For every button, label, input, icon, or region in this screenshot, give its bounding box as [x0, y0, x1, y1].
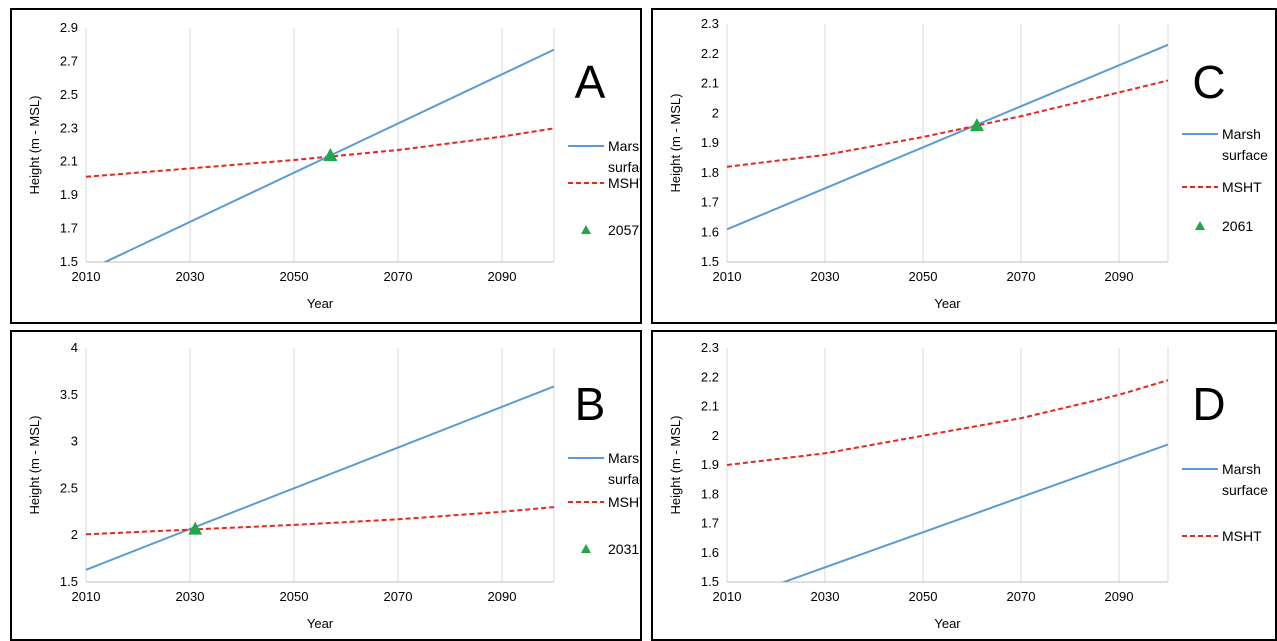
- legend-label-marker: 2061: [1222, 218, 1253, 234]
- y-tick-label: 1.8: [701, 486, 719, 501]
- y-tick-label: 2.9: [60, 20, 78, 35]
- y-tick-label: 1.8: [701, 165, 719, 180]
- y-axis-title: Height (m - MSL): [668, 416, 683, 515]
- x-tick-label: 2010: [72, 269, 101, 284]
- y-tick-label: 4: [71, 340, 78, 355]
- series-line-marsh-surface: [781, 443, 1168, 582]
- y-tick-label: 2.3: [60, 120, 78, 135]
- y-tick-label: 2: [712, 105, 719, 120]
- y-tick-label: 2.2: [701, 46, 719, 61]
- y-tick-label: 2: [71, 527, 78, 542]
- legend-swatch-marker: [1195, 221, 1205, 230]
- y-tick-label: 1.5: [701, 574, 719, 589]
- x-tick-label: 2070: [384, 269, 413, 284]
- y-tick-label: 2.1: [701, 76, 719, 91]
- x-tick-label: 2050: [280, 269, 309, 284]
- y-tick-label: 1.7: [701, 195, 719, 210]
- x-axis-title: Year: [307, 616, 334, 631]
- x-tick-label: 2090: [1105, 269, 1134, 284]
- panel-letter: B: [575, 378, 606, 430]
- legend-swatch-marker: [581, 544, 591, 553]
- series-line-marsh-surface: [727, 43, 1168, 231]
- chart-svg: 2010 2030 2050 2070 2090 1.5 2 2.5 3 3.5 4 Year Heig…: [27, 340, 640, 631]
- legend-label-msht: MSHT: [608, 175, 640, 191]
- y-axis-title: Height (m - MSL): [27, 416, 42, 515]
- panel-letter: D: [1192, 378, 1225, 430]
- panel-letter: A: [575, 56, 606, 108]
- intersection-marker: [323, 148, 338, 162]
- legend-label-marker: 2031: [608, 541, 639, 557]
- legend-label-msht: MSHT: [1222, 528, 1262, 544]
- intersection-marker: [969, 118, 984, 132]
- x-axis-title: Year: [307, 296, 334, 311]
- y-tick-label: 3.5: [60, 387, 78, 402]
- series-line-marsh-surface: [86, 385, 554, 571]
- y-axis-title: Height (m - MSL): [27, 96, 42, 195]
- x-tick-label: 2010: [713, 589, 742, 604]
- series-line-msht: [86, 506, 554, 536]
- x-tick-label: 2090: [488, 589, 517, 604]
- series-line-msht: [727, 79, 1168, 168]
- y-tick-label: 1.7: [701, 516, 719, 531]
- y-tick-label: 1.5: [60, 254, 78, 269]
- y-tick-label: 2.3: [701, 16, 719, 31]
- y-tick-label: 2.2: [701, 369, 719, 384]
- x-tick-label: 2090: [1105, 589, 1134, 604]
- intersection-marker: [188, 521, 203, 535]
- y-tick-label: 2.1: [60, 154, 78, 169]
- y-tick-label: 1.5: [701, 254, 719, 269]
- y-tick-label: 2.3: [701, 340, 719, 355]
- x-axis-title: Year: [934, 616, 961, 631]
- y-tick-label: 1.6: [701, 545, 719, 560]
- y-tick-label: 2.1: [701, 399, 719, 414]
- chart-svg: 2010 2030 2050 2070 2090 1.5 1.7 1.9 2.1 2.3 2.5 2.…: [27, 20, 640, 311]
- y-tick-label: 1.7: [60, 221, 78, 236]
- chart-panel-c: 2010 2030 2050 2070 2090 1.5 1.6 1.7 1.8 1.9 2 2.1 2…: [651, 8, 1277, 324]
- y-tick-label: 2.5: [60, 87, 78, 102]
- legend-label-msht: MSHT: [1222, 179, 1262, 195]
- x-tick-label: 2050: [909, 269, 938, 284]
- y-tick-label: 1.9: [701, 135, 719, 150]
- legend-label-marker: 2057: [608, 222, 639, 238]
- chart-svg: 2010 2030 2050 2070 2090 1.5 1.6 1.7 1.8 1.9 2 2.1 2…: [668, 340, 1268, 631]
- y-axis-title: Height (m - MSL): [668, 94, 683, 193]
- x-tick-label: 2010: [72, 589, 101, 604]
- series-line-msht: [727, 379, 1168, 466]
- panel-letter: C: [1192, 56, 1225, 108]
- chart-svg: 2010 2030 2050 2070 2090 1.5 1.6 1.7 1.8 1.9 2 2.1 2…: [668, 16, 1268, 311]
- x-axis-title: Year: [934, 296, 961, 311]
- chart-panel-b: 2010 2030 2050 2070 2090 1.5 2 2.5 3 3.5 4 Year Heig…: [10, 330, 642, 641]
- x-tick-label: 2090: [488, 269, 517, 284]
- x-tick-label: 2050: [280, 589, 309, 604]
- x-tick-label: 2030: [811, 589, 840, 604]
- y-tick-label: 2.7: [60, 53, 78, 68]
- x-tick-label: 2030: [176, 269, 205, 284]
- y-tick-label: 3: [71, 434, 78, 449]
- x-tick-label: 2050: [909, 589, 938, 604]
- y-tick-label: 2.5: [60, 480, 78, 495]
- legend-swatch-marker: [581, 225, 591, 234]
- chart-panel-a: 2010 2030 2050 2070 2090 1.5 1.7 1.9 2.1 2.3 2.5 2.…: [10, 8, 642, 324]
- x-tick-label: 2070: [1007, 589, 1036, 604]
- x-tick-label: 2070: [384, 589, 413, 604]
- x-tick-label: 2030: [176, 589, 205, 604]
- x-tick-label: 2070: [1007, 269, 1036, 284]
- chart-panel-d: 2010 2030 2050 2070 2090 1.5 1.6 1.7 1.8 1.9 2 2.1 2…: [651, 330, 1277, 641]
- y-tick-label: 2: [712, 428, 719, 443]
- y-tick-label: 1.5: [60, 574, 78, 589]
- y-tick-label: 1.6: [701, 224, 719, 239]
- x-tick-label: 2030: [811, 269, 840, 284]
- legend-label-msht: MSHT: [608, 494, 640, 510]
- x-tick-label: 2010: [713, 269, 742, 284]
- series-line-msht: [86, 127, 554, 178]
- y-tick-label: 1.9: [701, 457, 719, 472]
- y-tick-label: 1.9: [60, 187, 78, 202]
